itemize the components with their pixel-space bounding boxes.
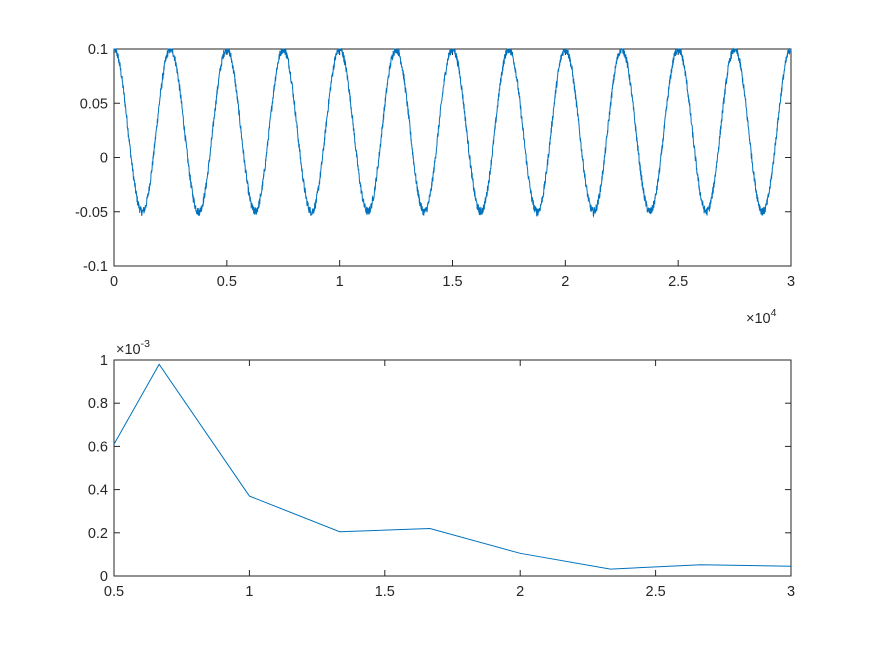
y-tick-label: 0.2 bbox=[88, 526, 108, 542]
y-tick-label: -0.05 bbox=[75, 205, 108, 221]
x-exponent-label: ×104 bbox=[746, 307, 777, 327]
time-signal-plot: 0 0.5 1 1.5 2 2.5 3 -0.1 -0.05 0 0.05 0.1 ×104 bbox=[75, 42, 795, 327]
spectrum-plot: 0.5 1 1.5 2 2.5 3 0 0.2 0.4 0.6 0.8 1 ×10-3 bbox=[88, 338, 795, 600]
y-tick-label: 0 bbox=[100, 569, 108, 585]
axes-box bbox=[113, 359, 792, 577]
x-tick-label: 1.5 bbox=[375, 584, 395, 600]
x-tick-label: 2.5 bbox=[668, 274, 688, 290]
series-line bbox=[113, 47, 792, 218]
x-tick-label: 3 bbox=[787, 584, 795, 600]
x-tick-label: 1.5 bbox=[442, 274, 462, 290]
y-tick-label: 1 bbox=[100, 353, 108, 369]
y-tick-label: 0.6 bbox=[88, 439, 108, 455]
y-tick-label: 0.05 bbox=[80, 96, 108, 112]
x-tick-label: 0.5 bbox=[104, 584, 124, 600]
axes-box bbox=[113, 48, 792, 267]
x-tick-label: 2 bbox=[561, 274, 569, 290]
y-tick-label: 0.1 bbox=[88, 42, 108, 58]
y-exponent-label: ×10-3 bbox=[116, 338, 150, 358]
x-tick-label: 2 bbox=[516, 584, 524, 600]
y-tick-label: 0.8 bbox=[88, 396, 108, 412]
x-tick-label: 3 bbox=[787, 274, 795, 290]
y-tick-label: -0.1 bbox=[83, 259, 108, 275]
y-tick-label: 0.4 bbox=[88, 483, 108, 499]
x-tick-label: 1 bbox=[245, 584, 253, 600]
y-tick-label: 0 bbox=[100, 151, 108, 167]
x-tick-label: 0 bbox=[110, 274, 118, 290]
x-tick-label: 2.5 bbox=[646, 584, 666, 600]
x-tick-label: 1 bbox=[336, 274, 344, 290]
x-tick-label: 0.5 bbox=[217, 274, 237, 290]
